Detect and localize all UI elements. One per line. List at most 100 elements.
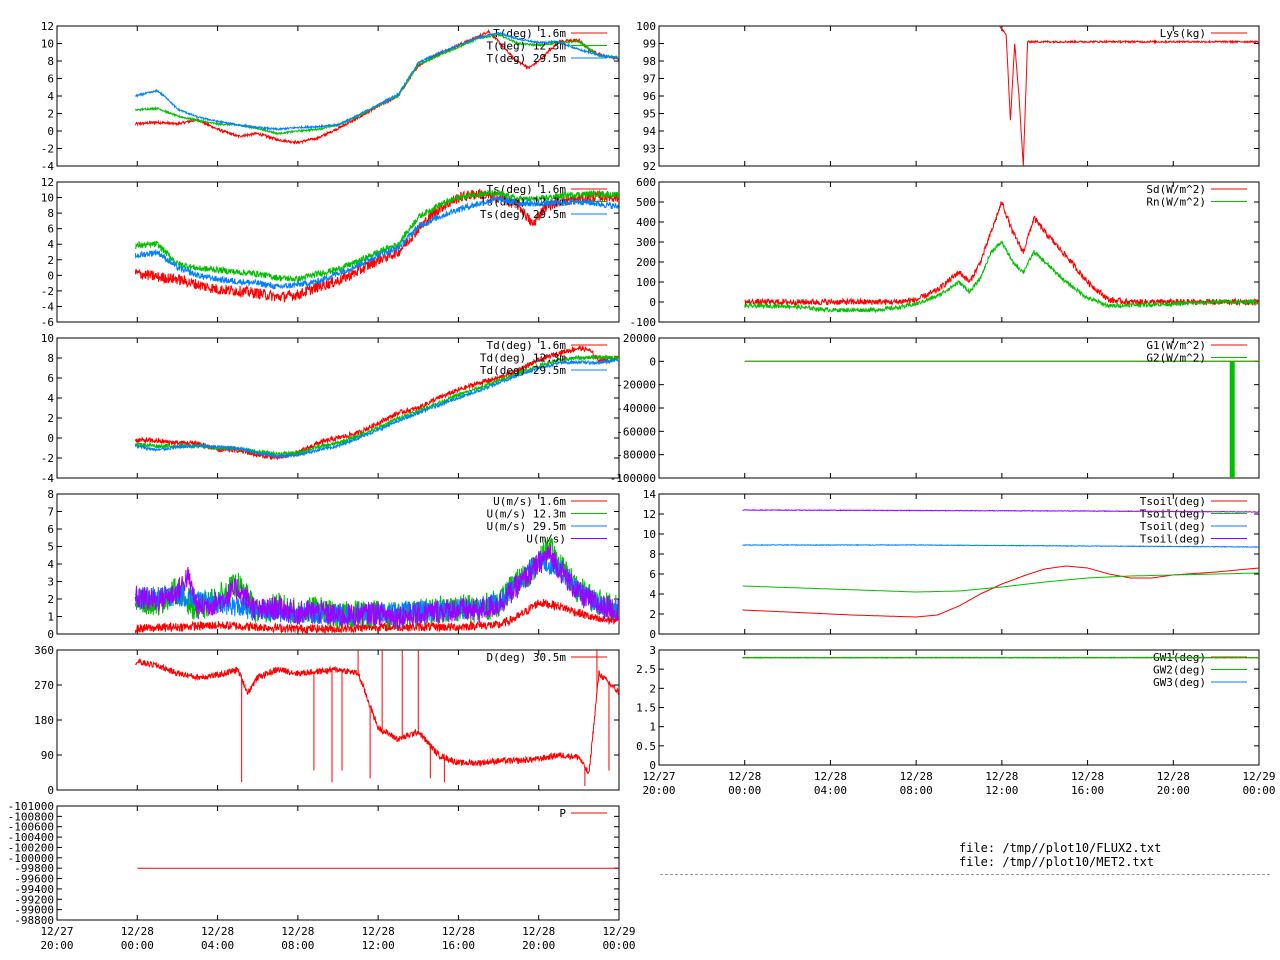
ytick-label-rad: -100 — [630, 316, 657, 329]
ytick-label-temp: 12 — [41, 20, 54, 33]
xtick-label-date: 12/27 — [40, 925, 73, 938]
ytick-label-pres: -100800 — [8, 810, 54, 823]
ytick-label-temp: 0 — [47, 125, 54, 138]
series-line-temp-0 — [134, 28, 619, 146]
ytick-label-soil: 4 — [649, 588, 656, 601]
ytick-label-temp: -2 — [41, 143, 54, 156]
xtick-label-time: 16:00 — [1071, 784, 1104, 797]
series-line-sonic-2 — [134, 195, 619, 290]
xtick-label-date: 12/28 — [362, 925, 395, 938]
ytick-label-sonic: 12 — [41, 176, 54, 189]
ytick-label-wind: 8 — [47, 488, 54, 501]
xtick-label-time: 20:00 — [642, 784, 675, 797]
xtick-label-time: 04:00 — [201, 939, 234, 952]
ytick-label-temp: 8 — [47, 55, 54, 68]
ytick-label-lys: 99 — [643, 38, 656, 51]
xtick-label-date: 12/29 — [602, 925, 635, 938]
series-line-rad-1 — [744, 240, 1259, 314]
ytick-label-soil: 14 — [643, 488, 657, 501]
xtick-label-date: 12/27 — [642, 770, 675, 783]
ytick-label-wind: 6 — [47, 523, 54, 536]
xtick-label-time: 00:00 — [602, 939, 635, 952]
legend-label-gw-1: GW2(deg) — [1153, 664, 1206, 677]
ytick-label-gw: 1 — [649, 721, 656, 734]
legend-label-ground-0: G1(W/m^2) — [1146, 339, 1206, 352]
ytick-label-gw: 1.5 — [636, 702, 656, 715]
ytick-label-gw: 3 — [649, 644, 656, 657]
legend-label-pres-0: P — [559, 807, 566, 820]
ytick-label-ground: -60000 — [616, 425, 656, 438]
ytick-label-dew: 6 — [47, 372, 54, 385]
ytick-label-rad: 100 — [636, 276, 656, 289]
xtick-label-time: 08:00 — [281, 939, 314, 952]
ytick-label-lys: 100 — [636, 20, 656, 33]
ytick-label-lys: 96 — [643, 90, 656, 103]
legend-label-wind-2: U(m/s) 29.5m — [487, 520, 567, 533]
ytick-label-dew: 2 — [47, 412, 54, 425]
ytick-label-pres: -99000 — [14, 904, 54, 917]
xtick-label-time: 00:00 — [728, 784, 761, 797]
ytick-label-pres: -99600 — [14, 873, 54, 886]
xtick-label-date: 12/29 — [1242, 770, 1275, 783]
ytick-label-soil: 0 — [649, 628, 656, 641]
legend-label-sonic-0: Ts(deg) 1.6m — [487, 183, 567, 196]
ytick-label-ground: -20000 — [616, 379, 656, 392]
xtick-label-date: 12/28 — [281, 925, 314, 938]
ytick-label-sonic: 2 — [47, 254, 54, 267]
ytick-label-sonic: 0 — [47, 269, 54, 282]
series-line-lys-0 — [999, 26, 1259, 166]
ytick-label-ground: -80000 — [616, 449, 656, 462]
series-line-dir-0 — [134, 657, 619, 775]
ytick-label-lys: 97 — [643, 73, 656, 86]
ytick-label-wind: 7 — [47, 506, 54, 519]
panel-frame-dew — [56, 337, 620, 479]
ytick-label-dir: 180 — [34, 714, 54, 727]
ytick-label-gw: 2 — [649, 682, 656, 695]
series-line-gw-1 — [742, 656, 1259, 660]
ytick-label-wind: 4 — [47, 558, 54, 571]
ytick-label-lys: 93 — [643, 143, 656, 156]
xtick-label-time: 00:00 — [121, 939, 154, 952]
ytick-label-temp: 10 — [41, 38, 54, 51]
panel-frame-lys — [658, 25, 1260, 167]
xtick-label-date: 12/28 — [985, 770, 1018, 783]
ytick-label-pres: -99200 — [14, 893, 54, 906]
ytick-label-wind: 5 — [47, 541, 54, 554]
legend-label-wind-3: U(m/s) — [526, 533, 566, 546]
ytick-label-sonic: 4 — [47, 238, 54, 251]
xtick-label-date: 12/28 — [201, 925, 234, 938]
ytick-label-rad: 600 — [636, 176, 656, 189]
ytick-label-wind: 0 — [47, 628, 54, 641]
ytick-label-gw: 0 — [649, 759, 656, 772]
ytick-label-sonic: -6 — [41, 316, 54, 329]
xtick-label-date: 12/28 — [814, 770, 847, 783]
panel-frame-sonic — [56, 181, 620, 323]
panel-frame-rad — [658, 181, 1260, 323]
ytick-label-dir: 360 — [34, 644, 54, 657]
xtick-label-time: 20:00 — [40, 939, 73, 952]
ytick-label-ground: -40000 — [616, 402, 656, 415]
ytick-label-temp: 4 — [47, 90, 54, 103]
legend-label-sonic-2: Ts(deg) 29.5m — [480, 208, 566, 221]
ytick-label-ground: -100000 — [610, 472, 656, 485]
legend-label-wind-1: U(m/s) 12.3m — [487, 508, 567, 521]
ytick-label-dew: 0 — [47, 432, 54, 445]
ytick-label-dir: 90 — [41, 749, 54, 762]
series-line-temp-2 — [134, 31, 619, 132]
footer-divider — [660, 874, 1270, 875]
legend-label-soil-3: Tsoil(deg) — [1140, 533, 1206, 546]
xtick-label-time: 08:00 — [900, 784, 933, 797]
legend-label-dew-2: Td(deg) 29.5m — [480, 364, 566, 377]
legend-label-wind-0: U(m/s) 1.6m — [493, 495, 566, 508]
series-line-sonic-1 — [135, 189, 619, 284]
ytick-label-dir: 0 — [47, 784, 54, 797]
xtick-label-time: 16:00 — [442, 939, 475, 952]
xtick-label-time: 00:00 — [1242, 784, 1275, 797]
legend-label-dew-0: Td(deg) 1.6m — [487, 339, 567, 352]
series-line-ground-1 — [744, 360, 1259, 478]
ytick-label-pres: -99800 — [14, 862, 54, 875]
ytick-label-sonic: -4 — [41, 300, 55, 313]
xtick-label-date: 12/28 — [121, 925, 154, 938]
ytick-label-sonic: 8 — [47, 207, 54, 220]
series-line-soil-0 — [742, 565, 1259, 618]
